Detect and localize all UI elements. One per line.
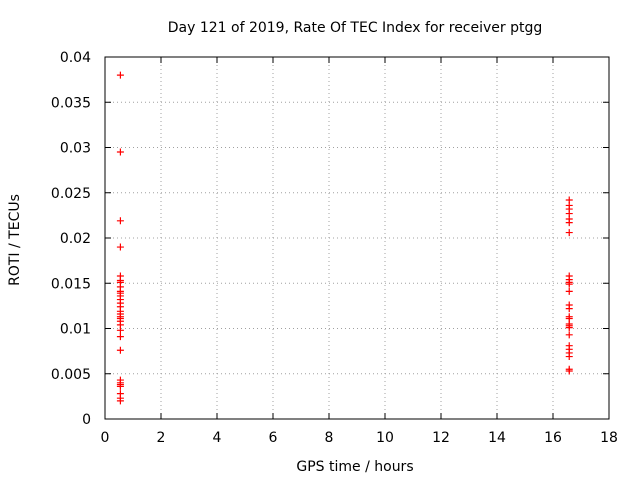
grid-lines (105, 57, 609, 419)
y-tick-label: 0.02 (60, 231, 91, 247)
data-point (565, 331, 573, 339)
data-point (116, 148, 124, 156)
x-tick-label: 18 (600, 430, 618, 446)
data-point (565, 280, 573, 288)
data-point (116, 217, 124, 225)
data-point (565, 229, 573, 237)
data-point (116, 346, 124, 354)
x-tick-label: 10 (376, 430, 394, 446)
data-point (565, 219, 573, 227)
y-tick-label: 0.015 (51, 276, 91, 292)
data-point (116, 333, 124, 341)
y-tick-labels: 0 0.005 0.01 0.015 0.02 0.025 0.03 0.035 0.04 (51, 50, 91, 428)
x-tick-label: 6 (269, 430, 278, 446)
y-tick-label: 0.04 (60, 50, 91, 66)
data-point (565, 287, 573, 295)
data-point (116, 243, 124, 251)
x-tick-label: 2 (157, 430, 166, 446)
y-tick-label: 0.005 (51, 367, 91, 383)
x-tick-label: 16 (544, 430, 562, 446)
y-tick-label: 0.035 (51, 95, 91, 111)
data-points (116, 71, 573, 405)
data-point (116, 71, 124, 79)
data-point (565, 353, 573, 361)
x-tick-label: 0 (101, 430, 110, 446)
y-tick-label: 0.03 (60, 141, 91, 157)
x-tick-label: 8 (325, 430, 334, 446)
x-tick-label: 12 (432, 430, 450, 446)
data-point (565, 367, 573, 375)
y-tick-label: 0.025 (51, 186, 91, 202)
y-tick-label: 0.01 (60, 322, 91, 338)
data-point (565, 305, 573, 313)
x-tick-labels: 0 2 4 6 8 10 12 14 16 18 (101, 430, 618, 446)
data-point (116, 326, 124, 334)
data-point (565, 324, 573, 332)
x-tick-label: 14 (488, 430, 506, 446)
y-tick-label: 0 (82, 412, 91, 428)
x-tick-label: 4 (213, 430, 222, 446)
data-point (116, 382, 124, 390)
y-axis-label: ROTI / TECUs (7, 194, 23, 286)
x-axis-label: GPS time / hours (296, 459, 413, 475)
data-point (116, 397, 124, 405)
plot-frame (104, 56, 610, 420)
chart-title: Day 121 of 2019, Rate Of TEC Index for r… (168, 20, 543, 36)
